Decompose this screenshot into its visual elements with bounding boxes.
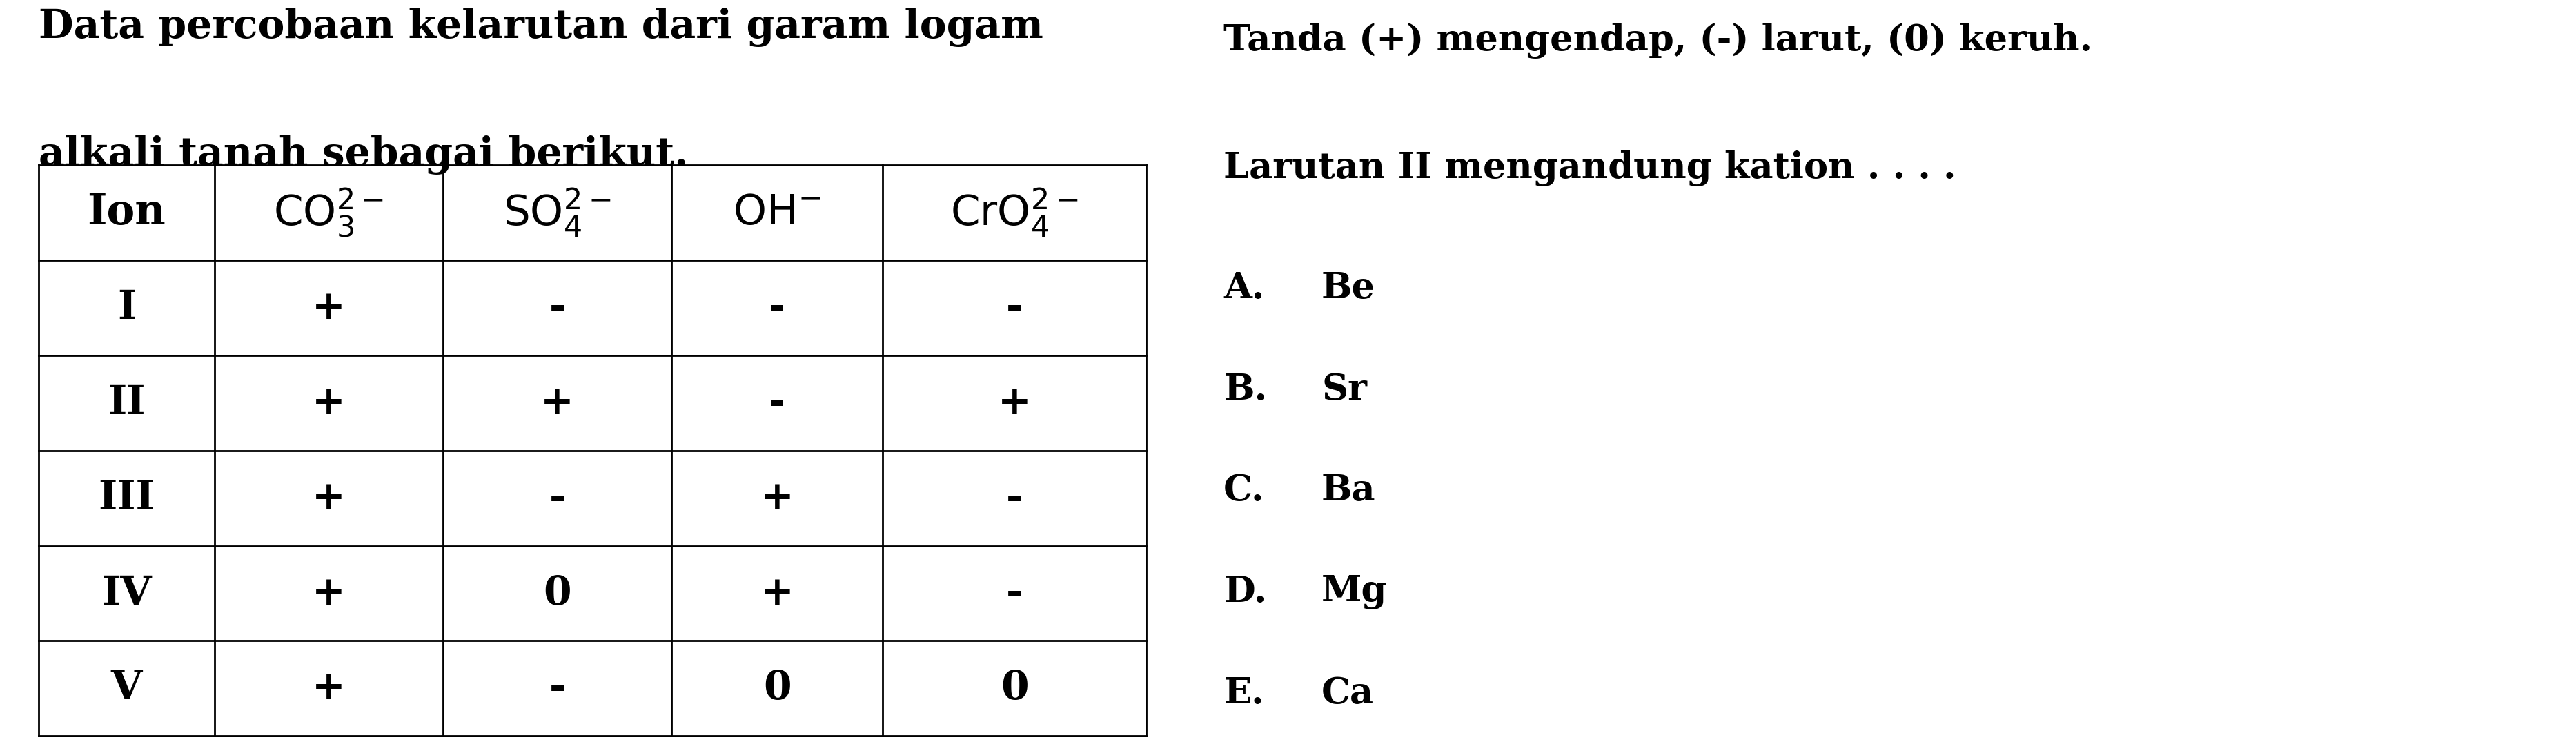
- Text: Data percobaan kelarutan dari garam logam: Data percobaan kelarutan dari garam loga…: [39, 8, 1043, 47]
- Text: +: +: [312, 288, 345, 327]
- Text: 0: 0: [762, 669, 791, 707]
- Text: III: III: [98, 479, 155, 517]
- Text: +: +: [760, 479, 793, 517]
- Text: +: +: [312, 574, 345, 613]
- Text: +: +: [541, 384, 574, 422]
- Text: II: II: [108, 384, 144, 422]
- Text: $\mathrm{CO_3^{2-}}$: $\mathrm{CO_3^{2-}}$: [273, 187, 384, 239]
- Text: D.: D.: [1224, 575, 1267, 610]
- Text: Sr: Sr: [1321, 372, 1368, 407]
- Text: alkali tanah sebagai berikut.: alkali tanah sebagai berikut.: [39, 135, 688, 174]
- Text: $\mathrm{OH^{-}}$: $\mathrm{OH^{-}}$: [734, 192, 822, 234]
- Text: -: -: [768, 384, 786, 422]
- Text: -: -: [768, 288, 786, 327]
- Text: -: -: [1007, 288, 1023, 327]
- Text: I: I: [116, 288, 137, 327]
- Text: +: +: [760, 574, 793, 613]
- Text: E.: E.: [1224, 676, 1265, 711]
- Text: +: +: [312, 479, 345, 517]
- Text: Ca: Ca: [1321, 676, 1373, 711]
- Text: $\mathrm{CrO_4^{2-}}$: $\mathrm{CrO_4^{2-}}$: [951, 187, 1079, 239]
- Text: -: -: [1007, 479, 1023, 517]
- Text: Mg: Mg: [1321, 575, 1388, 610]
- Text: 0: 0: [999, 669, 1028, 707]
- Text: Ion: Ion: [88, 192, 165, 234]
- Text: A.: A.: [1224, 270, 1265, 306]
- Text: +: +: [997, 384, 1030, 422]
- Text: $\mathrm{SO_4^{2-}}$: $\mathrm{SO_4^{2-}}$: [502, 187, 611, 239]
- Text: Larutan II mengandung kation . . . .: Larutan II mengandung kation . . . .: [1224, 150, 1955, 186]
- Text: V: V: [111, 669, 142, 707]
- Text: +: +: [312, 384, 345, 422]
- Text: Ba: Ba: [1321, 473, 1376, 508]
- Text: Be: Be: [1321, 270, 1376, 306]
- Text: -: -: [549, 288, 567, 327]
- Text: C.: C.: [1224, 473, 1265, 508]
- Text: B.: B.: [1224, 372, 1267, 407]
- Text: IV: IV: [100, 574, 152, 613]
- Text: Tanda (+) mengendap, (-) larut, (0) keruh.: Tanda (+) mengendap, (-) larut, (0) keru…: [1224, 23, 2092, 59]
- Text: -: -: [549, 669, 567, 707]
- Text: 0: 0: [544, 574, 572, 613]
- Text: +: +: [312, 669, 345, 707]
- Text: -: -: [549, 479, 567, 517]
- Text: -: -: [1007, 574, 1023, 613]
